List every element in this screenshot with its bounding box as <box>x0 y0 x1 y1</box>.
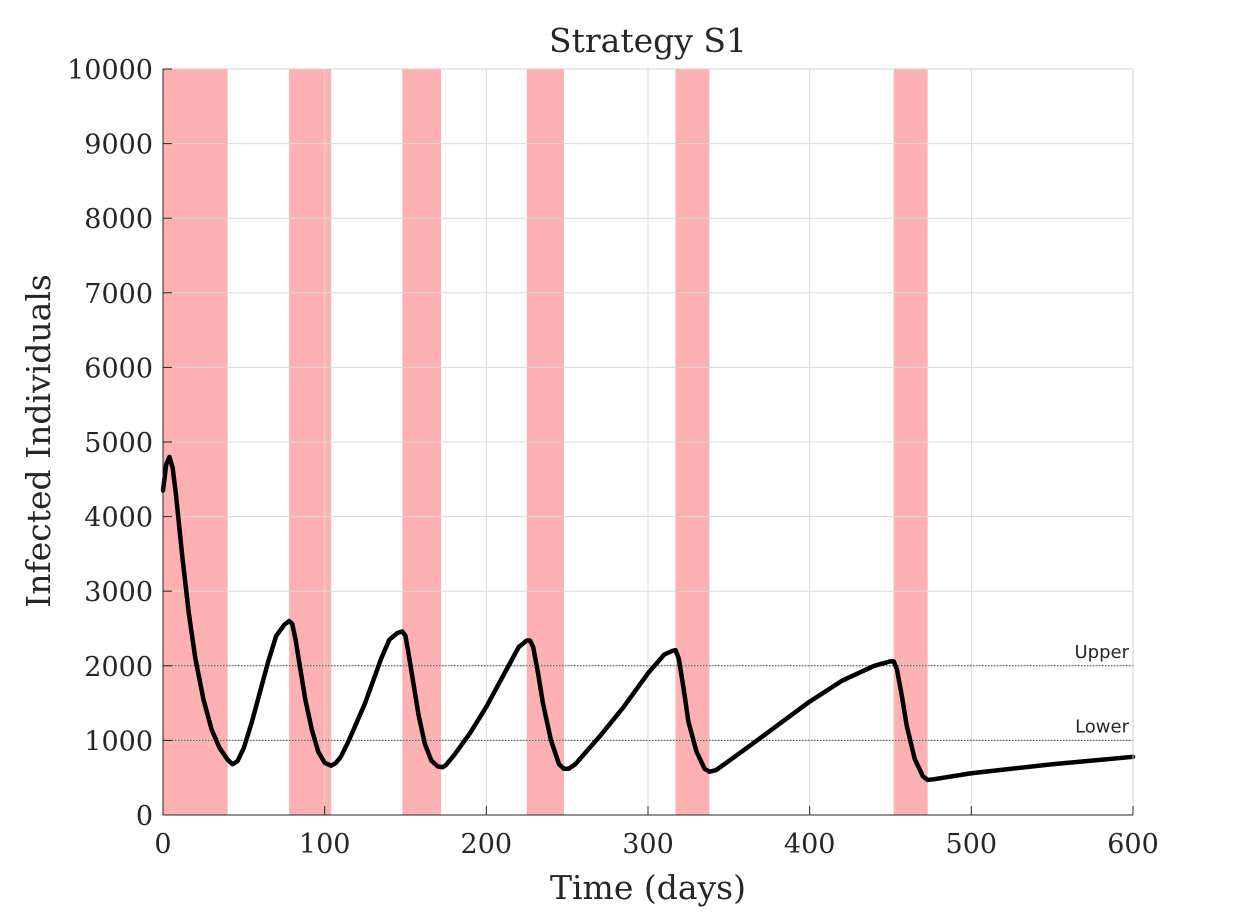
x-tick-label: 100 <box>299 829 351 860</box>
chart-title: Strategy S1 <box>549 21 747 60</box>
series-line <box>160 454 1136 783</box>
y-tick-label: 9000 <box>84 130 153 161</box>
threshold-label: Lower <box>1075 716 1130 737</box>
x-tick-label: 400 <box>784 829 836 860</box>
series-layer <box>160 454 1136 783</box>
x-tick-label: 0 <box>154 829 171 860</box>
y-tick-label: 4000 <box>84 503 153 534</box>
y-tick-label: 5000 <box>84 428 153 459</box>
y-tick-label: 8000 <box>84 204 153 235</box>
y-tick-label: 1000 <box>84 726 153 757</box>
y-tick-label: 6000 <box>84 353 153 384</box>
x-tick-label: 300 <box>622 829 674 860</box>
threshold-lines: Upper Lower <box>163 642 1133 741</box>
x-tick-label: 600 <box>1107 829 1159 860</box>
threshold-label: Upper <box>1074 642 1129 663</box>
axes <box>162 68 1134 816</box>
y-tick-label: 2000 <box>84 652 153 683</box>
y-tick-label: 3000 <box>84 577 153 608</box>
x-tick-label: 200 <box>461 829 513 860</box>
tick-labels: 0 100 200 300 400 500 600010002000300040005000… <box>67 55 1159 860</box>
y-tick-label: 7000 <box>84 279 153 310</box>
x-tick-label: 500 <box>946 829 998 860</box>
x-axis-label: Time (days) <box>550 868 746 907</box>
y-tick-label: 10000 <box>67 55 153 86</box>
y-tick-label: 0 <box>136 801 153 832</box>
y-axis-label: Infected Individuals <box>19 274 58 608</box>
